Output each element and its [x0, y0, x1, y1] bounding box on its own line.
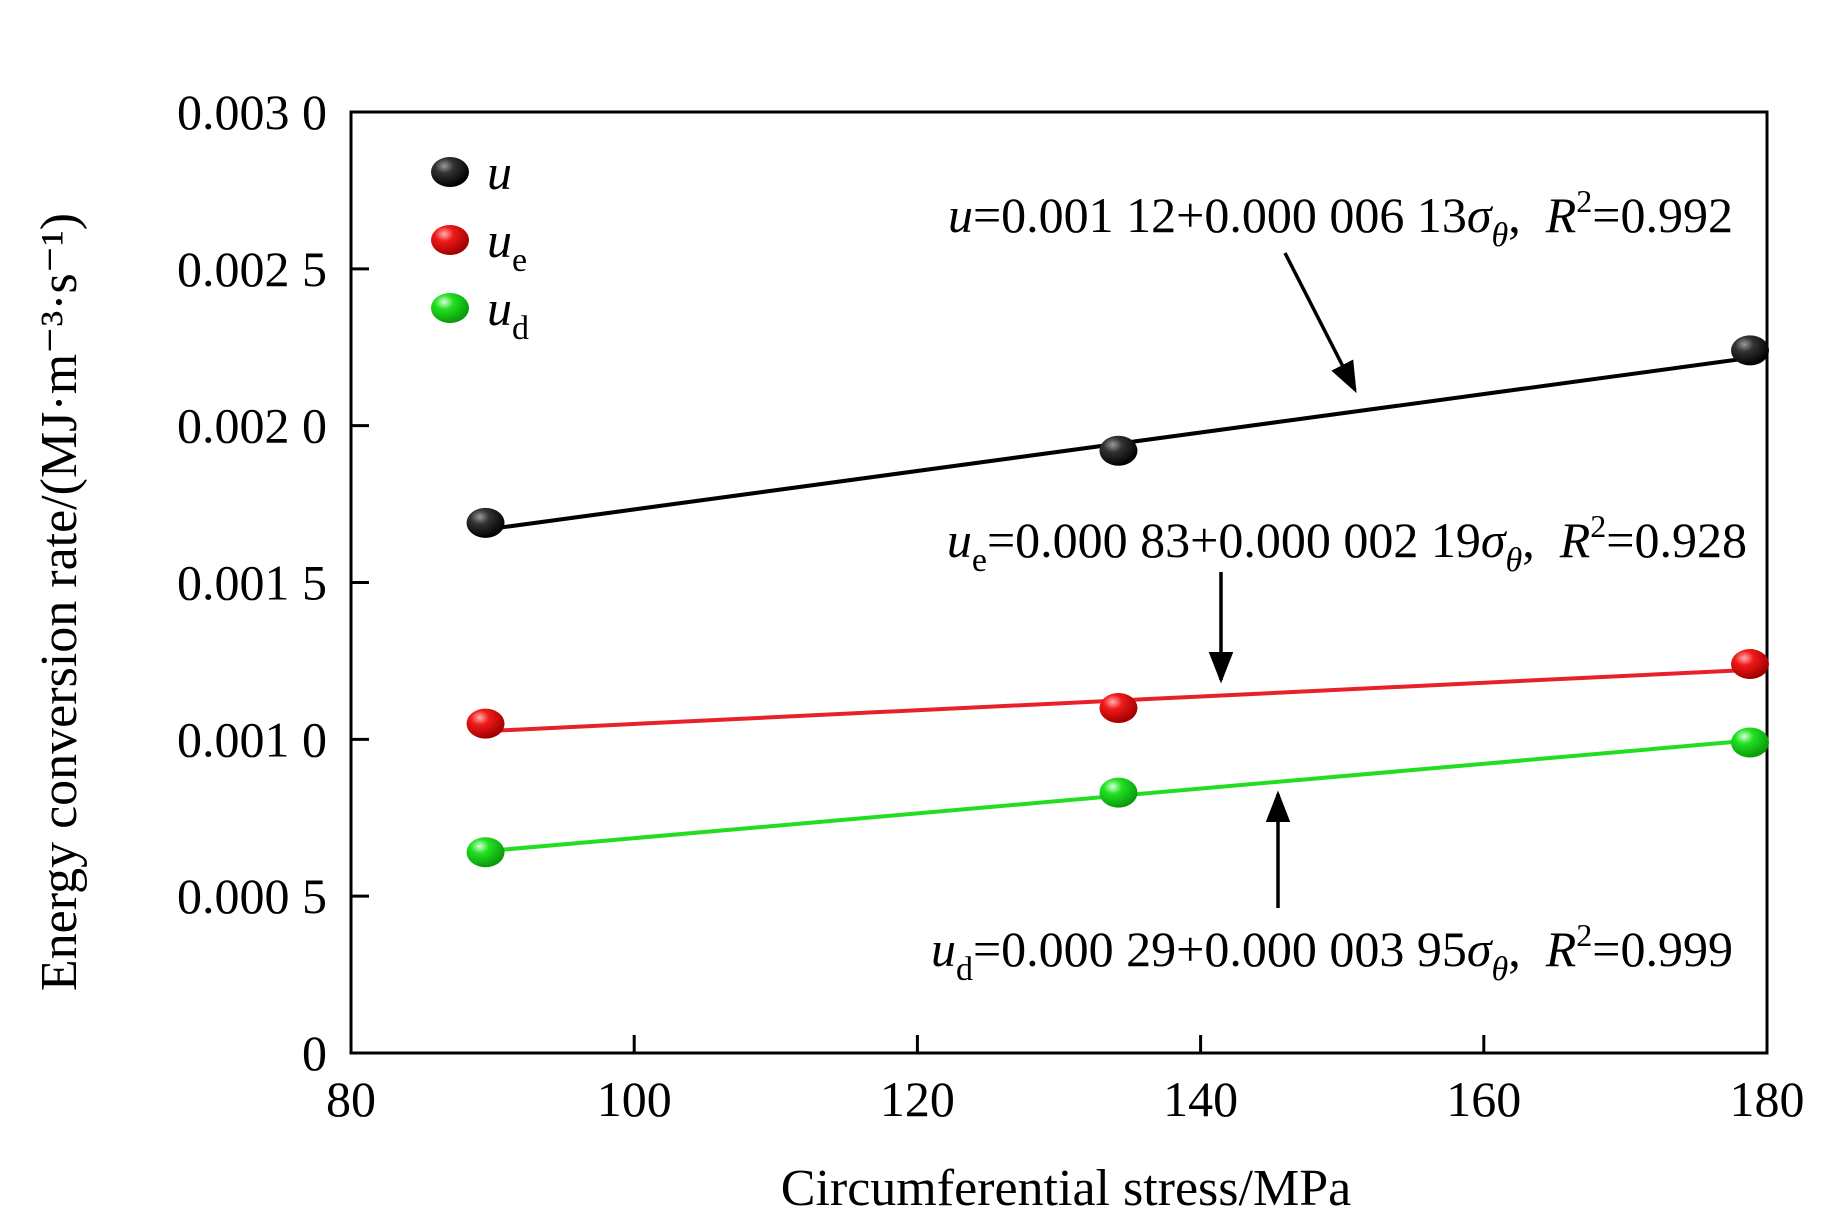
data-markers	[466, 335, 1770, 868]
y-tick-label: 0.002 5	[177, 241, 327, 297]
equation-u: u=0.001 12+0.000 006 13σθ, R2=0.992	[948, 183, 1733, 254]
x-tick-label: 80	[326, 1071, 376, 1127]
data-point-ud	[1099, 777, 1138, 808]
y-tick-label: 0.001 0	[177, 711, 327, 767]
x-tick-label: 120	[880, 1071, 955, 1127]
data-point-ud	[466, 837, 505, 868]
y-tick-label: 0.002 0	[177, 398, 327, 454]
plot-frame	[349, 110, 1769, 1055]
annotation-arrow-u	[1283, 252, 1357, 394]
legend-marker-u	[431, 157, 469, 187]
data-point-ud	[1731, 727, 1770, 758]
data-point-u	[1731, 335, 1770, 366]
x-tick-label: 180	[1730, 1071, 1805, 1127]
y-tick-label: 0.001 5	[177, 555, 327, 611]
equation-ud: ud=0.000 29+0.000 003 95σθ, R2=0.999	[931, 917, 1733, 988]
equations: u=0.001 12+0.000 006 13σθ, R2=0.992 ue=0.…	[931, 183, 1747, 988]
annotation-arrows	[1208, 252, 1357, 908]
y-tick-label: 0	[302, 1025, 327, 1081]
data-point-ue	[1731, 649, 1770, 680]
x-tick-label: 140	[1163, 1071, 1238, 1127]
equation-ue: ue=0.000 83+0.000 002 19σθ, R2=0.928	[947, 508, 1747, 579]
fit-lines	[485, 355, 1751, 854]
data-point-ue	[466, 708, 505, 739]
y-tick-label: 0.003 0	[177, 84, 327, 140]
x-tick-label: 100	[597, 1071, 672, 1127]
x-axis-ticks: 80 100 120 140 160 180	[326, 1035, 1805, 1127]
legend-marker-ud	[431, 293, 469, 323]
x-tick-label: 160	[1446, 1071, 1521, 1127]
y-axis-ticks: 0 0.000 5 0.001 0 0.001 5 0.002 0 0.002 5 0.00…	[177, 84, 369, 1081]
y-tick-label: 0.000 5	[177, 868, 327, 924]
x-axis-title: Circumferential stress/MPa	[781, 1160, 1351, 1217]
legend-marker-ue	[431, 225, 469, 255]
legend-label-ue: ue	[487, 212, 527, 279]
data-point-u	[466, 507, 505, 538]
data-point-u	[1099, 435, 1138, 466]
legend-label-ud: ud	[487, 280, 529, 347]
legend-label-u: u	[487, 144, 512, 200]
data-point-ue	[1099, 692, 1138, 723]
y-axis-title: Energy conversion rate/(MJ·m⁻³·s⁻¹)	[31, 213, 88, 991]
